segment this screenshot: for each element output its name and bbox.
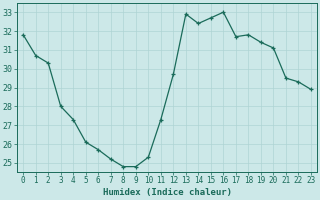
X-axis label: Humidex (Indice chaleur): Humidex (Indice chaleur) bbox=[103, 188, 232, 197]
